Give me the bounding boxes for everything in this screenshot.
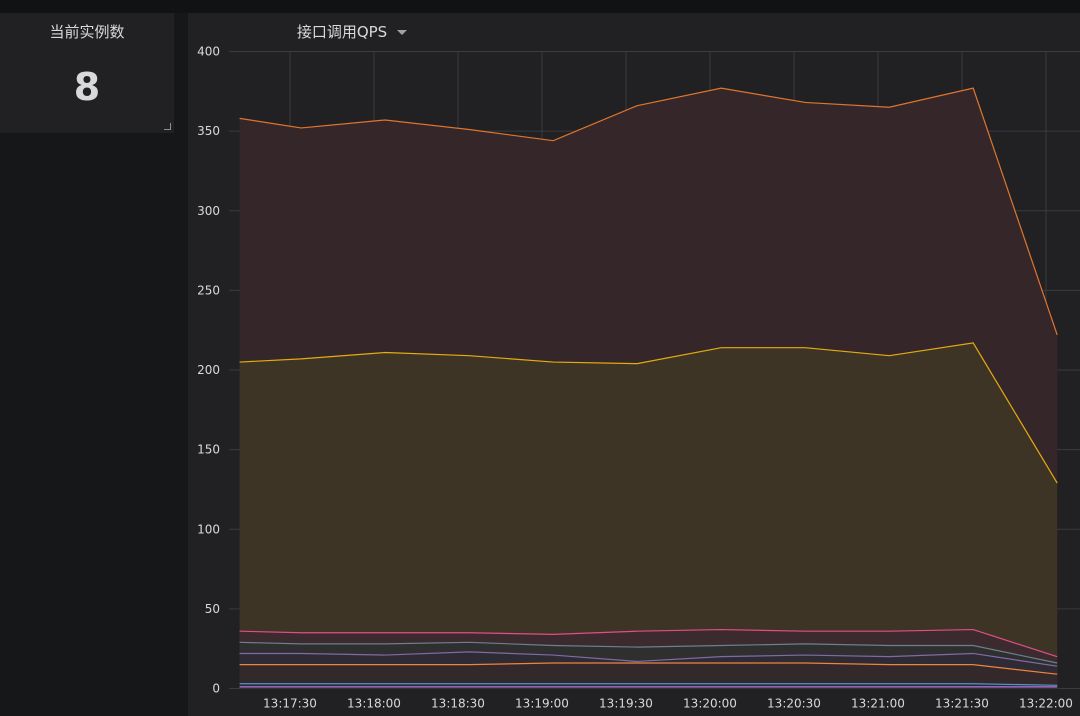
y-tick-label: 150 [197, 443, 220, 457]
y-tick-label: 200 [197, 363, 220, 377]
series-line-1 [239, 87, 1058, 336]
y-tick-label: 400 [197, 45, 220, 59]
y-tick-label: 300 [197, 204, 220, 218]
series-line-6 [239, 662, 1058, 675]
x-tick-label: 13:18:00 [347, 697, 401, 711]
y-tick-label: 250 [197, 283, 220, 297]
x-tick-label: 13:21:00 [851, 697, 905, 711]
instance-count-panel: 当前实例数 8 [0, 13, 174, 133]
series-line-4 [239, 641, 1058, 664]
top-bar [0, 0, 1080, 13]
instance-count-value: 8 [73, 65, 101, 109]
x-tick-label: 13:18:30 [431, 697, 485, 711]
x-tick-label: 13:19:00 [515, 697, 569, 711]
graph-panel-header[interactable]: 接口调用QPS [0, 21, 892, 42]
y-tick-label: 350 [197, 124, 220, 138]
qps-chart: 0 50 100 150 200 250 300 350 400 13:17:30 13:18:00… [197, 45, 1080, 711]
y-tick-label: 0 [212, 682, 220, 696]
series-area-2 [239, 342, 1058, 689]
x-tick-label: 13:17:30 [263, 697, 317, 711]
graph-panel-title[interactable]: 接口调用QPS [296, 23, 388, 41]
x-tick-label: 13:22:00 [1019, 697, 1073, 711]
x-tick-label: 13:20:00 [683, 697, 737, 711]
series-line-7 [239, 683, 1058, 686]
x-tick-label: 13:21:30 [935, 697, 989, 711]
x-tick-label: 13:19:30 [599, 697, 653, 711]
x-tick-label: 13:20:30 [767, 697, 821, 711]
series-line-2 [239, 342, 1058, 484]
y-tick-label: 50 [205, 602, 220, 616]
stat-panel-title[interactable]: 当前实例数 [49, 23, 125, 41]
series-line-5 [239, 651, 1058, 667]
chevron-down-icon[interactable] [397, 30, 408, 35]
panel-resize-handle[interactable] [164, 123, 171, 130]
series-line-3 [239, 628, 1058, 658]
series-area-6 [239, 663, 1058, 689]
y-tick-label: 100 [197, 522, 220, 536]
